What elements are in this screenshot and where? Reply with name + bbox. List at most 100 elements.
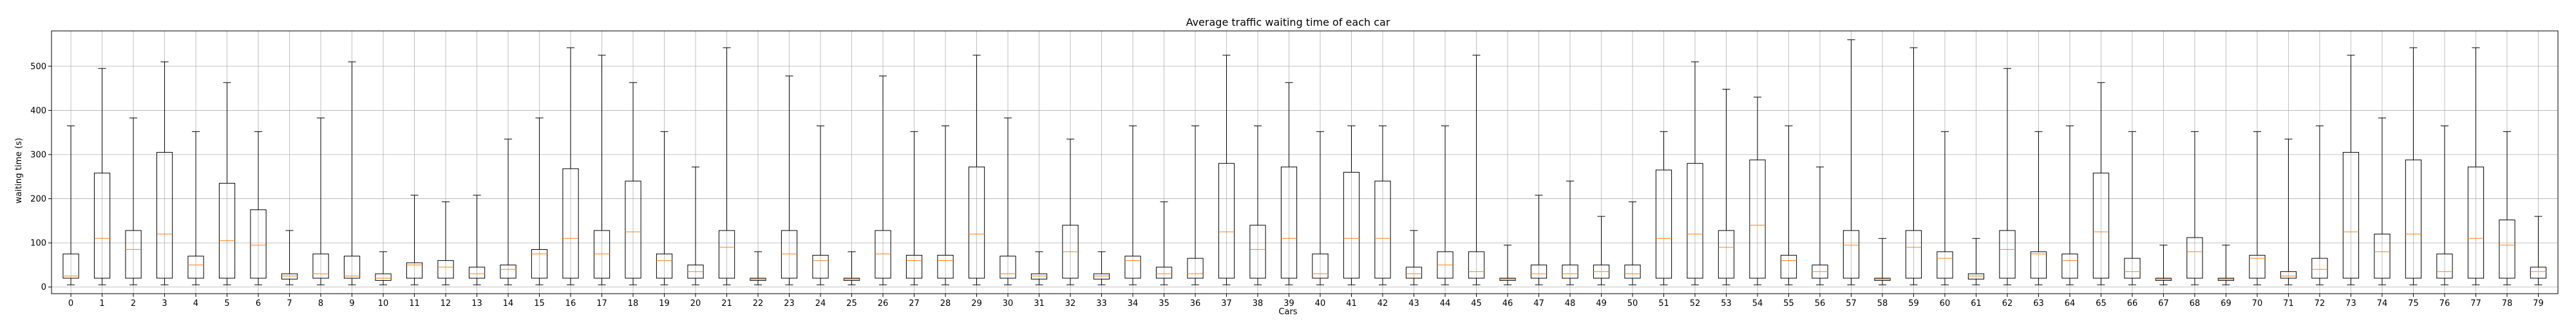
x-tick-label: 28 [940, 299, 951, 308]
box-car-21 [718, 47, 735, 285]
box-car-29 [968, 55, 985, 285]
iqr-box [2530, 267, 2547, 279]
box-car-35 [1155, 201, 1173, 285]
box-car-70 [2249, 131, 2266, 285]
x-tick-label: 5 [224, 299, 229, 308]
box-car-63 [2030, 131, 2047, 285]
box-car-41 [1343, 125, 1360, 285]
box-car-12 [437, 201, 454, 285]
iqr-box [1999, 230, 2016, 279]
box-car-36 [1187, 125, 1204, 285]
iqr-box [1655, 169, 1672, 279]
box-car-23 [781, 75, 798, 285]
iqr-box [593, 230, 611, 279]
box-car-39 [1280, 82, 1298, 285]
iqr-box [281, 273, 298, 279]
x-tick-label: 52 [1690, 299, 1701, 308]
x-tick-label: 40 [1315, 299, 1326, 308]
box-car-3 [156, 61, 173, 285]
x-tick-label: 41 [1346, 299, 1357, 308]
iqr-box [656, 253, 673, 279]
iqr-box [625, 180, 641, 279]
box-car-74 [2374, 117, 2391, 285]
iqr-box [1468, 251, 1485, 279]
y-axis-label: waiting time (s) [14, 138, 24, 204]
x-tick-label: 23 [784, 299, 795, 308]
box-car-4 [187, 131, 204, 285]
x-tick-label: 34 [1128, 299, 1139, 308]
iqr-box [968, 166, 985, 279]
box-car-13 [468, 194, 486, 285]
iqr-box [1562, 264, 1578, 279]
x-tick-label: 42 [1378, 299, 1388, 308]
x-tick-label: 14 [503, 299, 514, 308]
x-tick-label: 35 [1159, 299, 1170, 308]
x-tick-label: 63 [2033, 299, 2044, 308]
iqr-box [187, 256, 204, 279]
x-tick-label: 71 [2283, 299, 2294, 308]
chart-title: Average traffic waiting time of each car [1186, 16, 1390, 28]
x-tick-label: 50 [1627, 299, 1638, 308]
iqr-box [937, 254, 954, 279]
box-car-77 [2467, 47, 2485, 285]
x-tick-label: 15 [534, 299, 545, 308]
x-tick-label: 67 [2158, 299, 2169, 308]
grid-layer [52, 31, 2558, 294]
x-tick-label: 22 [753, 299, 764, 308]
box-car-42 [1374, 125, 1391, 285]
x-tick-label: 13 [471, 299, 482, 308]
x-tick-label: 53 [1721, 299, 1732, 308]
x-tick-label: 48 [1565, 299, 1576, 308]
iqr-box [218, 183, 236, 279]
box-car-32 [1062, 138, 1079, 285]
iqr-box [2374, 233, 2391, 279]
box-car-78 [2499, 131, 2515, 285]
iqr-box [1624, 264, 1641, 279]
iqr-box [1749, 159, 1766, 279]
x-tick-label: 76 [2439, 299, 2450, 308]
box-car-43 [1405, 230, 1423, 285]
x-tick-label: 46 [1502, 299, 1513, 308]
x-tick-label: 39 [1283, 299, 1294, 308]
x-tick-label: 61 [1971, 299, 1982, 308]
y-tick-label: 400 [30, 106, 46, 116]
box-car-31 [1030, 251, 1048, 285]
x-tick-label: 69 [2221, 299, 2231, 308]
iqr-box [1780, 254, 1797, 279]
x-tick-label: 17 [596, 299, 607, 308]
x-tick-label: 54 [1752, 299, 1763, 308]
x-tick-label: 25 [846, 299, 857, 308]
box-car-60 [1937, 131, 1953, 285]
x-tick-label: 77 [2470, 299, 2481, 308]
x-tick-label: 79 [2533, 299, 2544, 308]
iqr-box [1937, 251, 1953, 279]
x-tick-label: 57 [1846, 299, 1857, 308]
x-tick-label: 70 [2252, 299, 2263, 308]
x-tick-label: 49 [1596, 299, 1607, 308]
box-car-15 [531, 117, 548, 285]
x-tick-label: 0 [68, 299, 73, 308]
iqr-box [1530, 264, 1548, 279]
box-car-59 [1905, 47, 1922, 285]
x-tick-label: 29 [971, 299, 982, 308]
box-car-26 [875, 75, 891, 285]
box-car-49 [1593, 216, 1610, 285]
iqr-box [2124, 258, 2141, 279]
iqr-box [2092, 173, 2110, 279]
iqr-box [1842, 230, 1860, 279]
iqr-box [1093, 273, 1110, 279]
x-tick-label: 2 [131, 299, 136, 308]
x-tick-label: 9 [349, 299, 354, 308]
box-car-24 [812, 125, 829, 285]
iqr-box [2499, 219, 2515, 279]
box-car-2 [125, 117, 142, 285]
x-tick-label: 65 [2096, 299, 2107, 308]
y-tick-label: 0 [41, 283, 46, 292]
iqr-box [1312, 253, 1329, 279]
x-tick-label: 1 [99, 299, 104, 308]
x-tick-label: 11 [409, 299, 420, 308]
box-car-52 [1687, 61, 1703, 285]
box-car-75 [2405, 47, 2422, 285]
